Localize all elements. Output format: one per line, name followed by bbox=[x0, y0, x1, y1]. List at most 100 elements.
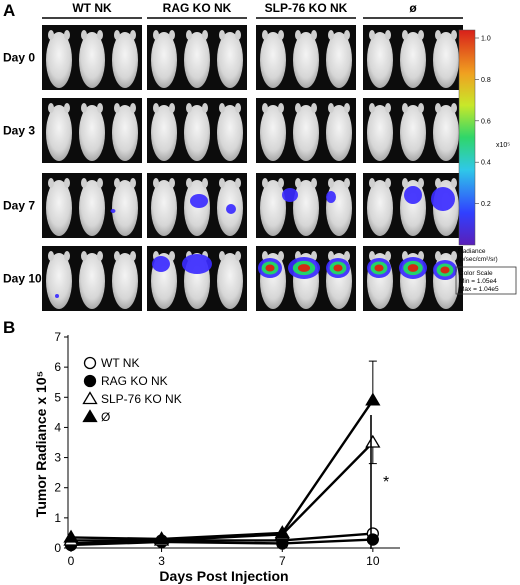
image-tile-r3-c2 bbox=[256, 246, 356, 311]
y-tick-label-2: 2 bbox=[54, 481, 61, 495]
legend-marker-rag-ko-nk bbox=[83, 374, 97, 388]
mouse-arm bbox=[369, 251, 375, 261]
mouse-body bbox=[151, 180, 177, 236]
x-tick-label-2: 7 bbox=[279, 554, 286, 568]
radiance-unit: (p/sec/cm²/sr) bbox=[458, 256, 498, 263]
image-tile-r1-c1 bbox=[147, 98, 247, 163]
color-scale-min: Min = 1.05e4 bbox=[459, 278, 497, 285]
legend: WT NK RAG KO NK SLP-76 KO NK Ø bbox=[82, 356, 182, 424]
mouse-arm bbox=[311, 30, 317, 40]
image-tile-r3-c1 bbox=[147, 246, 247, 311]
data-point-empty-1 bbox=[153, 531, 170, 545]
image-tile-r0-c2 bbox=[256, 25, 356, 90]
mouse-arm bbox=[262, 178, 268, 188]
mouse-arm bbox=[235, 251, 241, 261]
legend-marker-empty bbox=[82, 409, 98, 423]
image-tile-r2-c1 bbox=[147, 173, 247, 238]
mouse-body bbox=[79, 32, 105, 88]
mouse-arm bbox=[418, 178, 424, 188]
mouse-arm bbox=[202, 103, 208, 113]
mouse-arm bbox=[278, 178, 284, 188]
mouse-arm bbox=[435, 103, 441, 113]
image-tile-r0-c0 bbox=[42, 25, 142, 90]
y-tick-label-5: 5 bbox=[54, 390, 61, 404]
mouse-arm bbox=[451, 178, 457, 188]
mouse-arm bbox=[153, 103, 159, 113]
scale-tick-label-1: 0.8 bbox=[481, 77, 491, 84]
legend-label-empty: Ø bbox=[101, 410, 110, 424]
signal-blob-core bbox=[407, 264, 419, 272]
panel-b-label: B bbox=[3, 318, 15, 337]
mouse-arm bbox=[435, 178, 441, 188]
column-header-3: ø bbox=[409, 1, 417, 15]
legend-marker-slp-76-ko-nk bbox=[82, 391, 98, 405]
mouse-body bbox=[326, 105, 352, 161]
mouse-arm bbox=[344, 103, 350, 113]
signal-blob bbox=[55, 294, 59, 298]
mouse-body bbox=[184, 105, 210, 161]
mouse-arm bbox=[219, 103, 225, 113]
mouse-body bbox=[46, 253, 72, 309]
series-slp-76-ko-nk bbox=[63, 434, 381, 546]
mouse-arm bbox=[418, 103, 424, 113]
mouse-body bbox=[46, 180, 72, 236]
mouse-arm bbox=[278, 103, 284, 113]
mouse-arm bbox=[48, 30, 54, 40]
color-scale-max: Max = 1.04e5 bbox=[459, 286, 499, 293]
y-tick-label-7: 7 bbox=[54, 330, 61, 344]
significance-star: * bbox=[383, 474, 389, 491]
x-tick-label-3: 10 bbox=[366, 554, 380, 568]
mouse-arm bbox=[48, 178, 54, 188]
mouse-arm bbox=[64, 30, 70, 40]
image-tile-r2-c2 bbox=[256, 173, 356, 238]
mouse-body bbox=[79, 105, 105, 161]
mouse-arm bbox=[114, 178, 120, 188]
mouse-arm bbox=[344, 30, 350, 40]
mouse-arm bbox=[64, 103, 70, 113]
mouse-arm bbox=[235, 103, 241, 113]
mouse-arm bbox=[81, 103, 87, 113]
y-tick-label-6: 6 bbox=[54, 360, 61, 374]
signal-blob bbox=[226, 204, 236, 214]
scale-tick-label-4: 0.2 bbox=[481, 201, 491, 208]
mouse-arm bbox=[169, 178, 175, 188]
image-tile-r2-c3 bbox=[363, 173, 463, 238]
mouse-arm bbox=[64, 178, 70, 188]
mouse-arm bbox=[64, 251, 70, 261]
mouse-arm bbox=[235, 30, 241, 40]
tumor-radiance-chart: 0 1 2 3 4 5 6 7 0 3 7 10 bbox=[54, 330, 400, 568]
mouse-body bbox=[112, 253, 138, 309]
signal-blob bbox=[326, 191, 336, 203]
mouse-arm bbox=[328, 178, 334, 188]
mouse-arm bbox=[385, 30, 391, 40]
mouse-arm bbox=[186, 178, 192, 188]
mouse-body bbox=[326, 32, 352, 88]
y-tick-label-1: 1 bbox=[54, 511, 61, 525]
mouse-body bbox=[217, 105, 243, 161]
series-empty bbox=[63, 360, 381, 545]
mouse-arm bbox=[169, 103, 175, 113]
mouse-arm bbox=[262, 103, 268, 113]
mouse-arm bbox=[235, 178, 241, 188]
mouse-arm bbox=[81, 178, 87, 188]
mouse-arm bbox=[114, 251, 120, 261]
mouse-body bbox=[151, 32, 177, 88]
row-label-day-3: Day 3 bbox=[3, 124, 35, 138]
scale-tick-label-2: 0.6 bbox=[481, 118, 491, 125]
signal-blob-core bbox=[333, 264, 343, 272]
series-line-slp-76-ko-nk bbox=[71, 441, 374, 542]
signal-blob-core bbox=[440, 266, 450, 274]
mouse-arm bbox=[97, 178, 103, 188]
signal-blob bbox=[404, 186, 422, 204]
mouse-body bbox=[293, 180, 319, 236]
column-header-1: RAG KO NK bbox=[163, 1, 232, 15]
mouse-arm bbox=[48, 251, 54, 261]
legend-label-slp-76-ko-nk: SLP-76 KO NK bbox=[101, 392, 182, 406]
mouse-body bbox=[217, 253, 243, 309]
mouse-body bbox=[112, 32, 138, 88]
mouse-arm bbox=[385, 251, 391, 261]
signal-blob bbox=[110, 209, 116, 213]
mouse-body bbox=[260, 105, 286, 161]
column-headers: WT NK RAG KO NK SLP-76 KO NK ø bbox=[42, 1, 463, 19]
color-scale-exponent: x10⁵ bbox=[496, 142, 510, 149]
